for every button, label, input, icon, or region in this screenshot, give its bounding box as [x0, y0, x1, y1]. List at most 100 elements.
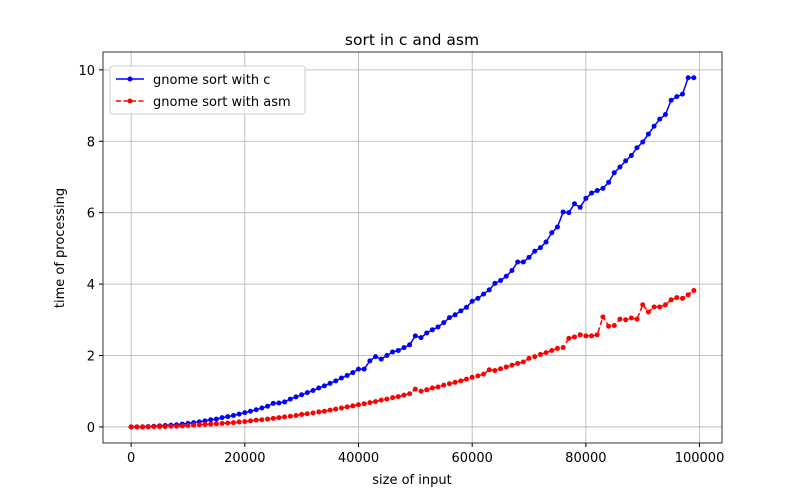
data-point [151, 424, 157, 430]
data-point [611, 323, 617, 329]
data-point [623, 317, 629, 323]
data-point [338, 375, 344, 381]
data-point [253, 407, 259, 413]
data-point [668, 297, 674, 303]
y-tick-label: 4 [87, 278, 95, 293]
data-point [310, 388, 316, 394]
legend-marker [127, 98, 133, 104]
data-point [560, 345, 566, 351]
data-point [606, 179, 612, 185]
data-point [435, 384, 441, 390]
data-point [270, 415, 276, 421]
y-tick-label: 2 [87, 350, 95, 365]
data-point [270, 400, 276, 406]
data-point [282, 399, 288, 405]
data-point [611, 170, 617, 176]
data-point [429, 385, 435, 391]
data-point [424, 387, 430, 393]
data-point [645, 309, 651, 315]
series-line [131, 76, 694, 428]
data-point [356, 366, 362, 372]
data-point [174, 423, 180, 429]
data-point [225, 414, 231, 420]
data-point [361, 366, 367, 372]
data-point [418, 335, 424, 341]
data-point [543, 239, 549, 245]
data-point [645, 131, 651, 137]
data-point [213, 421, 219, 427]
data-point [418, 388, 424, 394]
data-point [463, 376, 469, 382]
data-point [571, 334, 577, 340]
data-point [367, 400, 373, 406]
data-point [475, 373, 481, 379]
data-point [157, 424, 163, 430]
data-point [327, 380, 333, 386]
data-point [492, 280, 498, 286]
data-point [469, 374, 475, 380]
data-point [429, 327, 435, 333]
data-point [293, 394, 299, 400]
data-point [606, 323, 612, 329]
data-point [441, 320, 447, 326]
x-tick-label: 60000 [452, 451, 493, 466]
legend-marker [127, 76, 133, 82]
y-tick-label: 0 [87, 421, 95, 436]
data-point [526, 254, 532, 260]
data-point [248, 418, 254, 424]
data-point [208, 417, 214, 423]
data-point [384, 353, 390, 359]
data-point [628, 153, 634, 159]
data-point [145, 424, 151, 430]
data-point [452, 379, 458, 385]
data-point [424, 330, 430, 336]
data-point [367, 358, 373, 364]
data-point [128, 424, 134, 430]
data-point [299, 411, 305, 417]
y-tick-label: 10 [78, 64, 95, 79]
data-point [543, 350, 549, 356]
data-point [395, 394, 401, 400]
data-point [498, 278, 504, 284]
data-point [390, 349, 396, 355]
data-point [481, 371, 487, 377]
data-point [185, 423, 191, 429]
data-point [202, 421, 208, 427]
legend-label: gnome sort with c [153, 73, 270, 88]
data-point [373, 399, 379, 405]
data-point [242, 419, 248, 425]
data-point [577, 204, 583, 210]
data-point [378, 356, 384, 362]
data-point [691, 75, 697, 81]
data-point [196, 422, 202, 428]
data-point [287, 413, 293, 419]
data-point [520, 359, 526, 365]
data-point [140, 424, 146, 430]
data-point [344, 373, 350, 379]
data-point [446, 315, 452, 321]
data-point [412, 333, 418, 339]
data-point [458, 378, 464, 384]
data-point [549, 230, 555, 236]
data-point [554, 224, 560, 230]
data-point [259, 417, 265, 423]
data-point [554, 345, 560, 351]
data-point [316, 409, 322, 415]
data-point [463, 304, 469, 310]
data-point [253, 417, 259, 423]
data-point [310, 410, 316, 416]
data-point [213, 416, 219, 422]
data-point [532, 354, 538, 360]
data-point [401, 392, 407, 398]
data-point [373, 354, 379, 360]
chart-title: sort in c and asm [345, 31, 479, 49]
x-tick-label: 20000 [224, 451, 265, 466]
data-point [458, 308, 464, 314]
data-point [509, 268, 515, 274]
data-point [338, 405, 344, 411]
data-point [168, 423, 174, 429]
data-point [549, 348, 555, 354]
plot-frame [102, 51, 723, 444]
data-point [566, 210, 572, 216]
